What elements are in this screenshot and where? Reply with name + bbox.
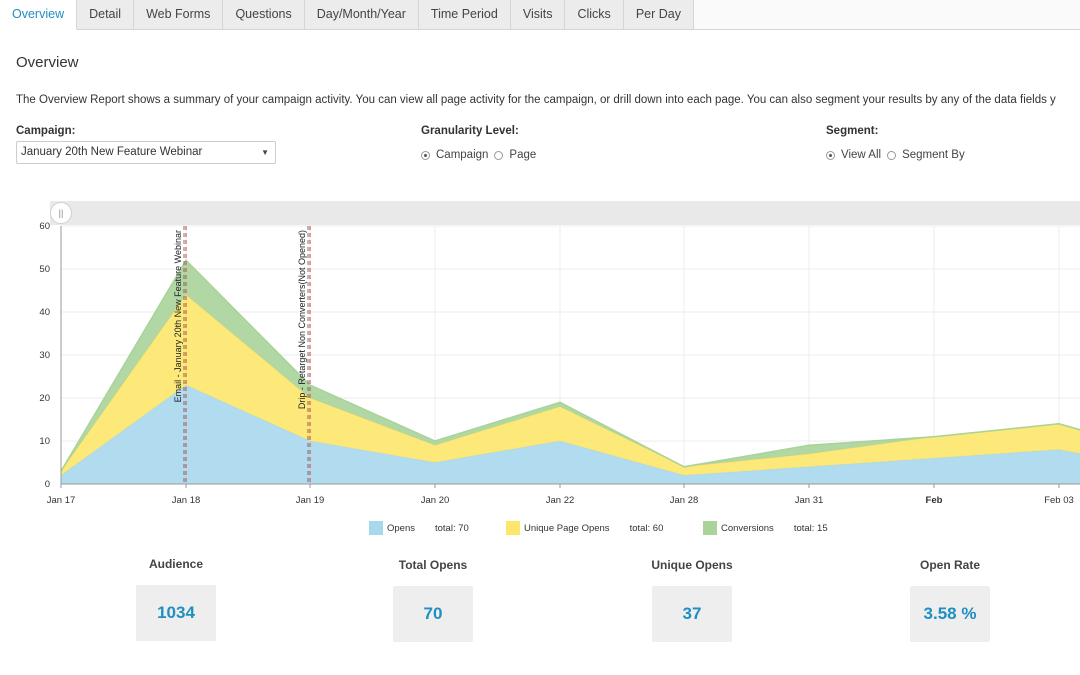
tab-detail[interactable]: Detail: [77, 0, 135, 29]
report-tabs: Overview Detail Web Forms Questions Day/…: [0, 0, 1080, 30]
annotation-label: Email - January 20th New Feature Webinar: [173, 230, 183, 402]
x-tick-label: Jan 17: [47, 495, 76, 506]
chart-navigator[interactable]: [50, 201, 1080, 225]
stat-audience-value: 1034: [136, 585, 216, 641]
segment-label: Segment:: [826, 125, 879, 137]
legend-conversions-label: Conversions: [721, 522, 774, 534]
stat-total-opens-label: Total Opens: [398, 558, 468, 572]
tab-visits[interactable]: Visits: [510, 0, 566, 29]
granularity-label: Granularity Level:: [421, 125, 519, 137]
annotation-label: Drip - Retarget Non Converters(Not Opene…: [297, 230, 307, 409]
caret-down-icon: ▼: [261, 148, 269, 157]
legend-unique-swatch: [506, 521, 520, 535]
x-tick-label: Jan 19: [296, 495, 325, 506]
y-tick-label: 30: [39, 350, 50, 361]
activity-area-chart: 0 10 20 30 40 50 60 Jan 17 Jan 18 Jan 19 Jan 20 Jan…: [39, 221, 1080, 506]
stat-open-rate-label: Open Rate: [919, 558, 980, 572]
campaign-label: Campaign:: [16, 125, 76, 137]
segment-view-all-label: View All: [841, 149, 882, 161]
y-tick-label: 20: [39, 393, 50, 404]
y-tick-label: 10: [39, 436, 50, 447]
y-tick-label: 0: [45, 479, 50, 490]
segment-view-all-radio[interactable]: [826, 150, 835, 160]
y-tick-label: 40: [39, 307, 50, 318]
stat-open-rate: Open Rate 3.58 %: [870, 558, 1030, 642]
tab-clicks[interactable]: Clicks: [565, 0, 624, 29]
granularity-campaign-label: Campaign: [436, 149, 489, 161]
intro-text: The Overview Report shows a summary of y…: [16, 94, 1056, 106]
tab-questions[interactable]: Questions: [223, 0, 305, 29]
x-tick-label: Jan 22: [546, 495, 575, 506]
x-tick-label: Feb: [926, 495, 943, 506]
segment-by-radio[interactable]: [887, 150, 897, 160]
legend-opens-total: total: 70: [435, 522, 469, 534]
segment-radio-group: View All Segment By: [826, 149, 971, 161]
x-tick-label: Jan 28: [670, 495, 699, 506]
legend-unique-page-opens[interactable]: Unique Page Opens total: 60: [506, 521, 663, 535]
y-tick-label: 60: [39, 221, 50, 232]
x-tick-label: Jan 18: [172, 495, 201, 506]
legend-unique-label: Unique Page Opens: [524, 522, 610, 534]
granularity-radio-group: Campaign Page: [421, 149, 542, 161]
tab-overview[interactable]: Overview: [0, 0, 78, 30]
legend-conversions-swatch: [703, 521, 717, 535]
stat-unique-opens: Unique Opens 37: [612, 558, 772, 642]
series-area-unique-page-opens: [61, 294, 1080, 476]
tab-time-period[interactable]: Time Period: [418, 0, 511, 29]
stat-total-opens-value: 70: [393, 586, 473, 642]
legend-conversions-total: total: 15: [793, 522, 828, 534]
tab-day-month-year[interactable]: Day/Month/Year: [304, 0, 419, 29]
series-line-conversions: [60, 259, 1080, 472]
granularity-campaign-radio[interactable]: [421, 150, 430, 160]
legend-opens-label: Opens: [387, 522, 415, 534]
navigator-handle[interactable]: ||: [50, 202, 72, 224]
x-tick-label: Feb 03: [1044, 495, 1074, 506]
granularity-page-label: Page: [509, 149, 537, 161]
tab-web-forms[interactable]: Web Forms: [134, 0, 224, 29]
tab-per-day[interactable]: Per Day: [623, 0, 694, 29]
stat-unique-opens-label: Unique Opens: [651, 558, 733, 572]
stat-total-opens: Total Opens 70: [353, 558, 513, 642]
x-tick-label: Jan 31: [795, 495, 824, 506]
legend-conversions[interactable]: Conversions total: 15: [703, 521, 828, 535]
legend-opens[interactable]: Opens total: 70: [369, 521, 469, 535]
stat-audience-label: Audience: [148, 557, 203, 571]
series-area-opens: [61, 385, 1080, 484]
campaign-select-value: January 20th New Feature Webinar: [21, 146, 203, 158]
legend-opens-swatch: [369, 521, 383, 535]
page-title: Overview: [16, 54, 79, 71]
stat-open-rate-value: 3.58 %: [910, 586, 990, 642]
legend-unique-total: total: 60: [629, 522, 664, 534]
y-tick-label: 50: [39, 264, 50, 275]
x-tick-label: Jan 20: [421, 495, 450, 506]
campaign-select[interactable]: January 20th New Feature Webinar ▼: [16, 141, 276, 164]
stat-audience: Audience 1034: [96, 557, 256, 641]
segment-by-label: Segment By: [902, 149, 965, 161]
stat-unique-opens-value: 37: [652, 586, 732, 642]
granularity-page-radio[interactable]: [494, 150, 504, 160]
